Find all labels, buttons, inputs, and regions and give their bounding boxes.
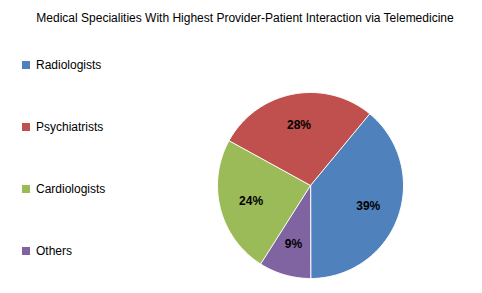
html-text:Others: Others bbox=[36, 244, 72, 258]
html-text:Radiologists: Radiologists bbox=[36, 58, 102, 72]
html-text:Medical Specialities With High: Medical Specialities With Highest Provid… bbox=[36, 11, 454, 25]
html-text:Cardiologists: Cardiologists bbox=[36, 182, 106, 196]
svg-text:28%: 28% bbox=[287, 118, 311, 132]
svg-text:9%: 9% bbox=[285, 237, 303, 251]
html-text:Psychiatrists: Psychiatrists bbox=[36, 120, 104, 134]
svg-text:39%: 39% bbox=[356, 199, 380, 213]
svg-text:24%: 24% bbox=[239, 194, 263, 208]
